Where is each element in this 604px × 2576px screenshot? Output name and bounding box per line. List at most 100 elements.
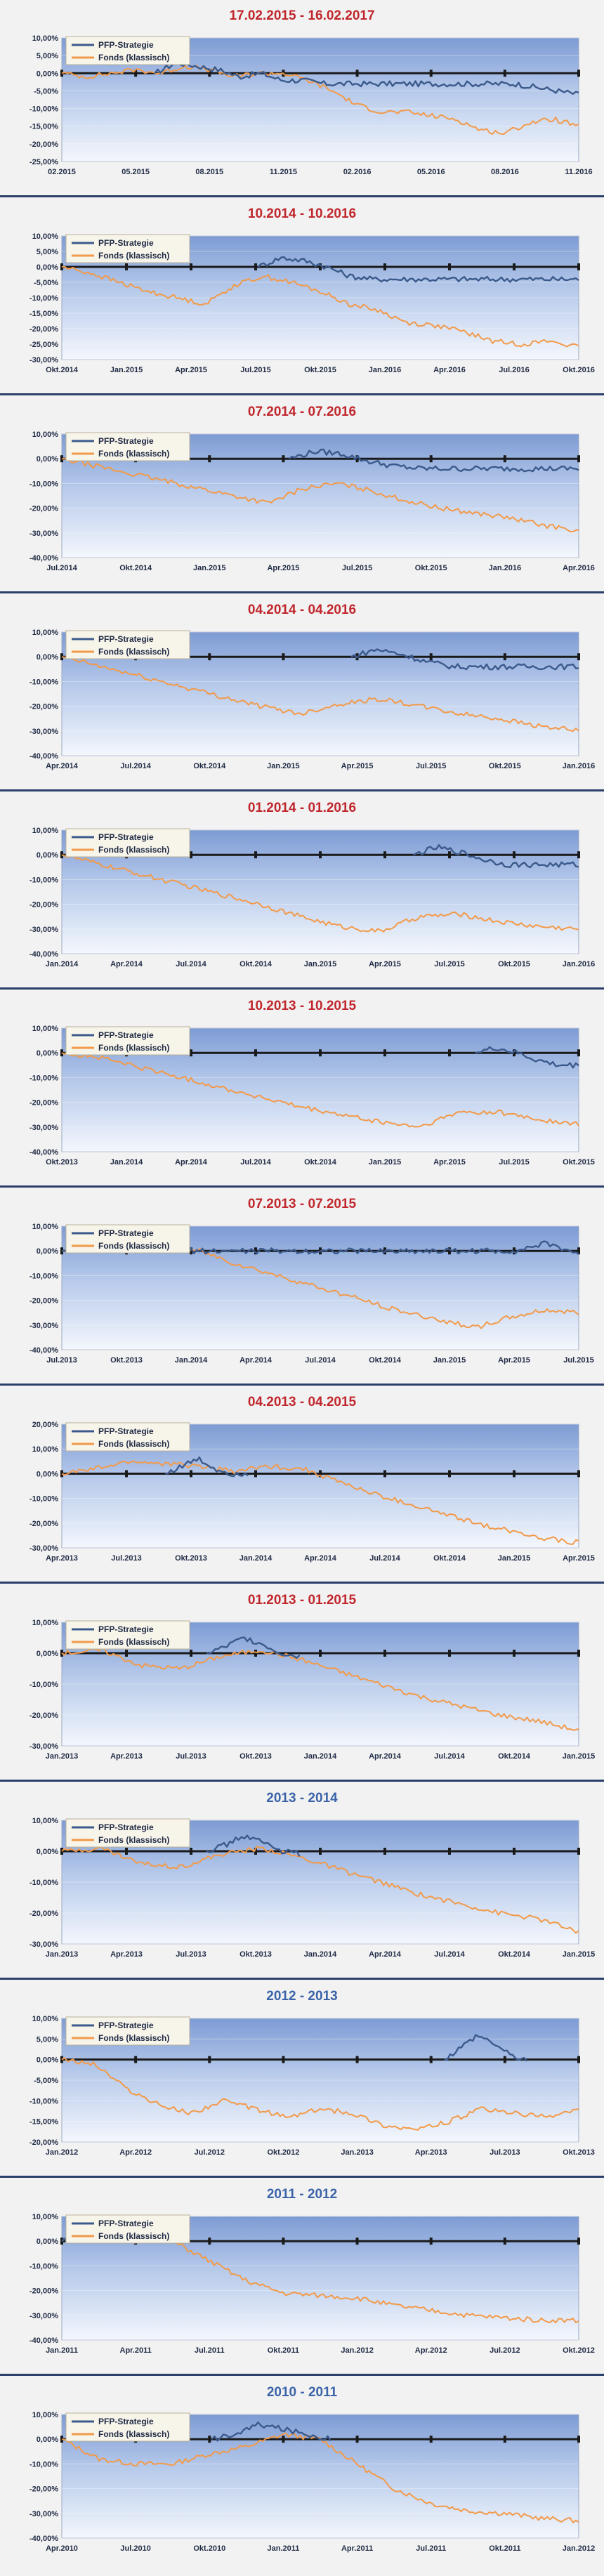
panel-separator <box>0 987 604 990</box>
zero-line-marker <box>355 2056 359 2063</box>
zero-line-marker <box>383 263 386 270</box>
legend-label: PFP-Strategie <box>98 238 154 248</box>
x-tick-label: Okt.2013 <box>110 1356 143 1365</box>
x-tick-label: Jan.2015 <box>110 366 143 374</box>
chart-svg: 01.2013 - 01.2015 10,00% 0,00% -10,00% -20,0… <box>0 1584 604 1782</box>
zero-line-marker <box>448 263 451 270</box>
x-tick-label: Jul.2012 <box>195 2148 225 2157</box>
legend-label: Fonds (klassisch) <box>98 1241 169 1251</box>
zero-line-marker <box>254 263 257 270</box>
x-tick-label: Okt.2014 <box>498 1752 531 1761</box>
zero-line-marker <box>577 263 580 270</box>
x-tick-label: Apr.2014 <box>46 762 79 770</box>
legend-box <box>65 1620 190 1650</box>
y-tick-label: 0,00% <box>37 851 58 860</box>
y-tick-label: -40,00% <box>29 1346 58 1355</box>
y-tick-label: -20,00% <box>29 901 58 909</box>
x-tick-label: Jul.2013 <box>176 1752 206 1761</box>
y-tick-label: -10,00% <box>29 294 58 303</box>
y-tick-label: -40,00% <box>29 1148 58 1157</box>
y-tick-label: 10,00% <box>32 827 59 835</box>
legend-box <box>65 432 190 461</box>
chart-svg: 07.2014 - 07.2016 10,00% 0,00% -10,00% -20,0… <box>0 396 604 594</box>
legend-box <box>65 2412 190 2442</box>
x-tick-label: Jan.2012 <box>341 2346 373 2355</box>
series-line-pfp-strategie <box>165 1456 249 1478</box>
panel-separator <box>0 1978 604 1980</box>
y-tick-label: -20,00% <box>29 2485 58 2494</box>
legend-label: Fonds (klassisch) <box>98 1637 169 1647</box>
zero-line-marker <box>282 2237 285 2245</box>
zero-line-marker <box>134 70 138 77</box>
series-line-pfp-strategie <box>350 648 579 671</box>
legend-label: Fonds (klassisch) <box>98 53 169 63</box>
x-tick-label: Okt.2014 <box>193 762 226 770</box>
chart-svg: 17.02.2015 - 16.02.2017 10,00% 5,00% 0,00% -… <box>0 0 604 198</box>
zero-line-marker <box>577 2237 580 2245</box>
x-tick-label: Okt.2013 <box>239 1950 272 1959</box>
y-tick-label: 10,00% <box>32 34 59 43</box>
zero-line-marker <box>577 851 580 859</box>
y-tick-label: -20,00% <box>29 1910 58 1918</box>
chart-title: 2010 - 2011 <box>267 2385 338 2400</box>
x-tick-label: Apr.2014 <box>239 1356 273 1365</box>
series-line-fonds <box>61 265 579 348</box>
x-tick-label: Jul.2011 <box>416 2544 446 2553</box>
x-tick-label: Jan.2011 <box>46 2346 78 2355</box>
legend-label: PFP-Strategie <box>98 2020 154 2030</box>
x-tick-label: Jul.2015 <box>434 960 464 968</box>
x-tick-label: Jan.2014 <box>239 1554 273 1563</box>
zero-line-marker <box>513 851 516 859</box>
zero-line-marker <box>577 2056 580 2063</box>
zero-line-marker <box>503 2436 506 2443</box>
zero-line-marker <box>254 1848 257 1855</box>
x-tick-label: Jan.2016 <box>563 762 595 770</box>
x-tick-label: Okt.2011 <box>489 2544 520 2553</box>
y-tick-label: -20,00% <box>29 2138 58 2147</box>
x-tick-label: Apr.2015 <box>498 1356 530 1365</box>
x-tick-label: 11.2015 <box>270 168 297 176</box>
panel-separator <box>0 393 604 395</box>
x-tick-label: Okt.2013 <box>46 1158 78 1167</box>
y-tick-label: 20,00% <box>32 1421 59 1429</box>
x-tick-label: 05.2016 <box>417 168 445 176</box>
y-tick-label: -20,00% <box>29 1711 58 1720</box>
zero-line-marker <box>503 2056 506 2063</box>
y-tick-label: 10,00% <box>32 629 59 637</box>
x-tick-label: Jul.2015 <box>240 366 270 374</box>
x-tick-label: Jul.2014 <box>434 1752 465 1761</box>
x-tick-label: Okt.2014 <box>498 1950 531 1959</box>
x-tick-label: Okt.2014 <box>46 366 79 374</box>
y-tick-label: -10,00% <box>29 876 58 884</box>
y-tick-label: -40,00% <box>29 752 58 761</box>
zero-line-marker <box>383 1848 386 1855</box>
chart-title: 10.2014 - 10.2016 <box>248 206 356 221</box>
x-tick-label: 11.2016 <box>565 168 592 176</box>
zero-line-marker <box>503 2237 506 2245</box>
zero-line-marker <box>190 1650 192 1657</box>
legend-box <box>65 1818 190 1848</box>
chart-svg: 07.2013 - 07.2015 10,00% 0,00% -10,00% -20,0… <box>0 1188 604 1386</box>
zero-line-marker <box>513 1848 516 1855</box>
x-tick-label: Jul.2010 <box>120 2544 150 2553</box>
x-tick-label: Okt.2016 <box>563 366 595 374</box>
chart-title: 2013 - 2014 <box>266 1791 338 1806</box>
x-tick-label: Jan.2015 <box>369 1158 401 1167</box>
chart-svg: 2010 - 2011 10,00% 0,00% -10,00% -20,00% -30,… <box>0 2377 604 2575</box>
legend-label: Fonds (klassisch) <box>98 2231 169 2241</box>
zero-line-marker <box>125 1848 128 1855</box>
y-tick-label: -20,00% <box>29 140 58 149</box>
series-line-pfp-strategie <box>412 844 579 869</box>
x-tick-label: Apr.2013 <box>110 1950 143 1959</box>
series-line-pfp-strategie <box>211 2421 331 2442</box>
x-tick-label: Okt.2013 <box>239 1752 272 1761</box>
y-tick-label: 0,00% <box>37 1247 58 1256</box>
zero-line-marker <box>513 1049 516 1057</box>
x-tick-label: Jul.2016 <box>499 366 529 374</box>
y-tick-label: -30,00% <box>29 1124 58 1132</box>
x-tick-label: Jan.2015 <box>304 960 336 968</box>
chart-title: 17.02.2015 - 16.02.2017 <box>229 8 374 23</box>
zero-line-marker <box>577 1470 580 1478</box>
y-tick-label: 5,00% <box>37 52 58 60</box>
x-tick-label: Jul.2014 <box>176 960 206 968</box>
